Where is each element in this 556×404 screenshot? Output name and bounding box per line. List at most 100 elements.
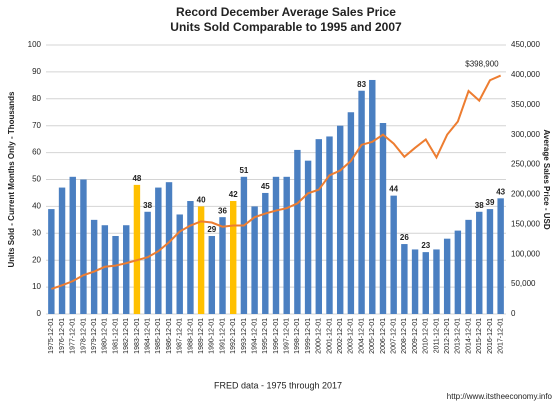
bar [369,79,376,314]
x-tick-label: 2009-12-01 [412,318,419,354]
bar [208,235,216,314]
y-tick-label: 30 [32,228,41,237]
x-tick-label: 2008-12-01 [401,318,408,354]
bar [176,214,183,314]
bar [48,209,55,314]
x-tick-label: 2010-12-01 [423,318,430,354]
y2-tick-label: 200,000 [511,190,540,199]
y-tick-label: 90 [32,67,41,76]
data-label: 45 [261,182,270,191]
bar [90,219,98,314]
data-label: 38 [143,201,152,210]
x-tick-label: 1992-12-01 [230,318,237,354]
bar [272,176,280,314]
chart-title: Record December Average Sales Price [176,5,396,19]
x-tick-label: 1983-12-01 [134,318,141,354]
y2-axis-label: Average Sales Price - USD [542,129,551,229]
bar [358,90,365,314]
bar [497,198,504,314]
bar [219,217,226,314]
bar [112,235,119,314]
x-tick-label: 1994-12-01 [251,318,258,354]
data-label: 39 [486,198,495,207]
x-tick-label: 2005-12-01 [369,318,376,354]
x-tick-label: 2015-12-01 [476,318,483,354]
bar [422,252,429,314]
y2-tick-label: 400,000 [511,70,540,79]
data-label: 36 [218,206,227,215]
y-tick-label: 70 [32,121,41,130]
x-tick-label: 1987-12-01 [177,318,184,354]
bar [230,201,237,314]
y2-tick-label: 350,000 [511,100,540,109]
source: http://www.itstheeconomy.info [447,392,553,401]
data-label: 43 [496,187,505,196]
y-tick-label: 10 [32,282,41,291]
y-tick-label: 20 [32,255,41,264]
x-axis-label: FRED data - 1975 through 2017 [214,380,342,390]
y2-tick-label: 300,000 [511,130,540,139]
y2-tick-label: 100,000 [511,249,540,258]
x-tick-label: 2003-12-01 [348,318,355,354]
y-tick-label: 40 [32,202,41,211]
y-tick-label: 60 [32,148,41,157]
x-tick-label: 1979-12-01 [91,318,98,354]
x-tick-label: 1982-12-01 [123,318,130,354]
x-tick-label: 2016-12-01 [487,318,494,354]
x-tick-label: 2001-12-01 [326,318,333,354]
x-tick-label: 2000-12-01 [316,318,323,354]
x-tick-label: 1986-12-01 [166,318,173,354]
x-tick-label: 1991-12-01 [219,318,226,354]
data-label: $398,900 [465,60,499,69]
y2-tick-label: 0 [511,309,516,318]
x-tick-label: 1984-12-01 [144,318,151,354]
x-tick-label: 1993-12-01 [241,318,248,354]
bar [304,160,312,314]
data-label: 51 [239,166,248,175]
bar [336,125,344,314]
bar [187,201,194,314]
x-tick-label: 1988-12-01 [187,318,194,354]
bar [80,179,87,314]
bar [283,176,290,314]
bar [294,149,301,314]
x-tick-label: 2002-12-01 [337,318,344,354]
bar [165,182,173,314]
bar [326,136,333,314]
x-tick-label: 2013-12-01 [455,318,462,354]
bar [101,225,109,314]
x-tick-label: 1990-12-01 [209,318,216,354]
bar [58,187,66,314]
line [51,74,502,290]
bar [251,206,258,314]
bar [433,249,440,314]
x-tick-label: 2011-12-01 [433,318,440,353]
bar [379,123,387,314]
x-tick-label: 2004-12-01 [358,318,365,354]
x-tick-label: 1977-12-01 [70,318,77,354]
bar [411,249,419,314]
bar [401,244,408,314]
data-label: 38 [475,201,484,210]
y2-tick-label: 450,000 [511,40,540,49]
data-label: 42 [229,190,238,199]
bar [347,112,355,314]
data-label: 29 [207,225,216,234]
y-tick-label: 50 [32,175,41,184]
x-tick-label: 1981-12-01 [112,318,119,354]
bar [262,192,269,314]
x-tick-label: 1976-12-01 [59,318,66,354]
bar [390,195,397,314]
bar [144,211,151,314]
y2-tick-label: 250,000 [511,160,540,169]
bar [465,219,472,314]
x-tick-label: 1989-12-01 [198,318,205,354]
data-label: 26 [400,233,409,242]
x-tick-label: 2017-12-01 [497,318,504,354]
y-tick-label: 100 [28,40,42,49]
y-tick-label: 0 [37,309,42,318]
bar [69,176,76,314]
x-tick-label: 2006-12-01 [380,318,387,354]
x-tick-label: 1980-12-01 [102,318,109,354]
